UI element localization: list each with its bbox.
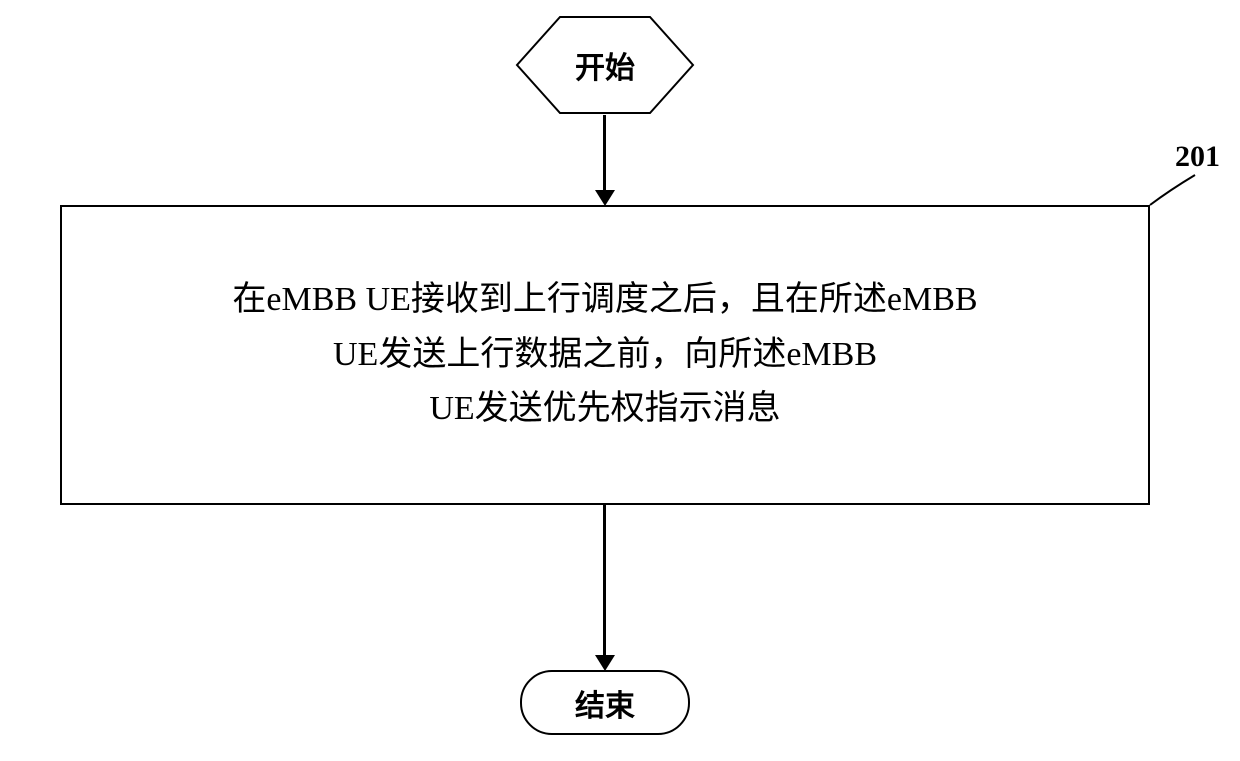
process-text-line1: 在eMBB UE接收到上行调度之后，且在所述eMBB: [232, 273, 977, 327]
reference-label: 201: [1175, 140, 1220, 174]
end-node: 结束: [520, 670, 690, 735]
callout-line: [1145, 170, 1205, 210]
end-label: 结束: [575, 681, 635, 725]
arrow-head-1: [595, 190, 615, 206]
process-text-container: 在eMBB UE接收到上行调度之后，且在所述eMBB UE发送上行数据之前，向所…: [232, 273, 977, 436]
arrow-head-2: [595, 655, 615, 671]
process-text-line3: UE发送优先权指示消息: [232, 382, 977, 436]
start-label: 开始: [575, 43, 635, 87]
start-node: 开始: [515, 15, 695, 115]
process-text-line2: UE发送上行数据之前，向所述eMBB: [232, 328, 977, 382]
process-node: 在eMBB UE接收到上行调度之后，且在所述eMBB UE发送上行数据之前，向所…: [60, 205, 1150, 505]
arrow-start-to-process: [603, 115, 606, 190]
arrow-process-to-end: [603, 505, 606, 655]
